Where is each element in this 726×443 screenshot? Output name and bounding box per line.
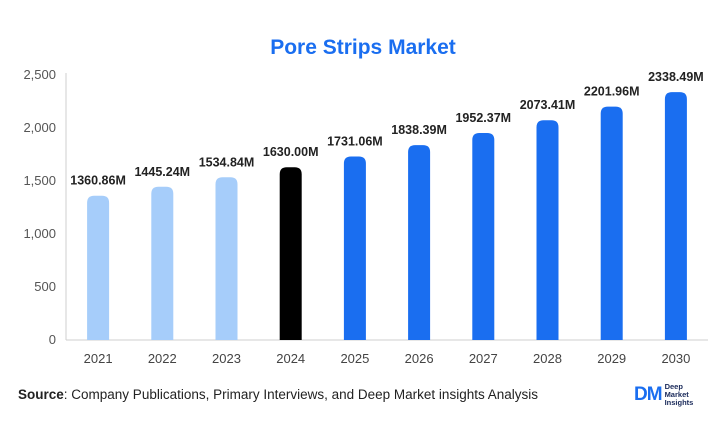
data-label: 1731.06M bbox=[327, 135, 383, 149]
x-tick-label: 2022 bbox=[148, 351, 177, 366]
y-tick-label: 0 bbox=[49, 332, 56, 347]
data-label: 1630.00M bbox=[263, 145, 319, 159]
bar bbox=[343, 156, 366, 340]
logo-line-1: Deep bbox=[664, 382, 683, 391]
bar bbox=[600, 106, 623, 340]
logo-line-3: Insights bbox=[664, 398, 694, 407]
y-tick-label: 2,000 bbox=[23, 120, 56, 135]
source-note: Source: Company Publications, Primary In… bbox=[18, 387, 538, 402]
y-tick-label: 1,500 bbox=[23, 173, 56, 188]
source-text: : Company Publications, Primary Intervie… bbox=[63, 387, 538, 402]
x-tick-label: 2023 bbox=[212, 351, 241, 366]
brand-logo: DM Deep Market Insights bbox=[634, 383, 693, 407]
chart-x-tick-labels: 2021 2022 2023 2024 2025 2026 2027 2028 2029 2030 bbox=[84, 351, 691, 366]
logo-text: Deep Market Insights bbox=[665, 383, 694, 407]
x-tick-label: 2030 bbox=[661, 351, 690, 366]
data-label: 1445.24M bbox=[134, 165, 190, 179]
bar bbox=[536, 120, 559, 340]
data-label: 1838.39M bbox=[391, 123, 447, 137]
x-tick-label: 2029 bbox=[597, 351, 626, 366]
x-tick-label: 2026 bbox=[405, 351, 434, 366]
data-label: 1534.84M bbox=[199, 155, 255, 169]
y-tick-label: 1,000 bbox=[23, 226, 56, 241]
x-tick-label: 2024 bbox=[276, 351, 305, 366]
bar bbox=[87, 195, 110, 340]
data-label: 2201.96M bbox=[584, 85, 640, 99]
y-tick-label: 500 bbox=[34, 279, 56, 294]
chart-y-tick-labels: 0 500 1,000 1,500 2,000 2,500 bbox=[23, 67, 56, 347]
bar bbox=[664, 92, 687, 341]
data-label: 1360.86M bbox=[70, 174, 126, 188]
bar bbox=[472, 133, 495, 340]
bar bbox=[215, 177, 238, 340]
data-label: 2338.49M bbox=[648, 70, 704, 84]
source-label: Source bbox=[18, 387, 64, 402]
logo-mark: DM bbox=[634, 384, 663, 405]
logo-line-2: Market bbox=[664, 390, 689, 399]
x-tick-label: 2028 bbox=[533, 351, 562, 366]
x-tick-label: 2027 bbox=[469, 351, 498, 366]
chart-data-labels: 1360.86M 1445.24M 1534.84M 1630.00M 1731.06M… bbox=[70, 70, 703, 188]
bar bbox=[408, 145, 431, 340]
chart-bars bbox=[87, 92, 687, 341]
bar bbox=[279, 167, 302, 340]
data-label: 2073.41M bbox=[520, 98, 576, 112]
chart-title: Pore Strips Market bbox=[270, 36, 456, 59]
x-tick-label: 2025 bbox=[340, 351, 369, 366]
y-tick-label: 2,500 bbox=[23, 67, 56, 82]
bar bbox=[151, 186, 174, 340]
data-label: 1952.37M bbox=[455, 111, 511, 125]
x-tick-label: 2021 bbox=[84, 351, 113, 366]
